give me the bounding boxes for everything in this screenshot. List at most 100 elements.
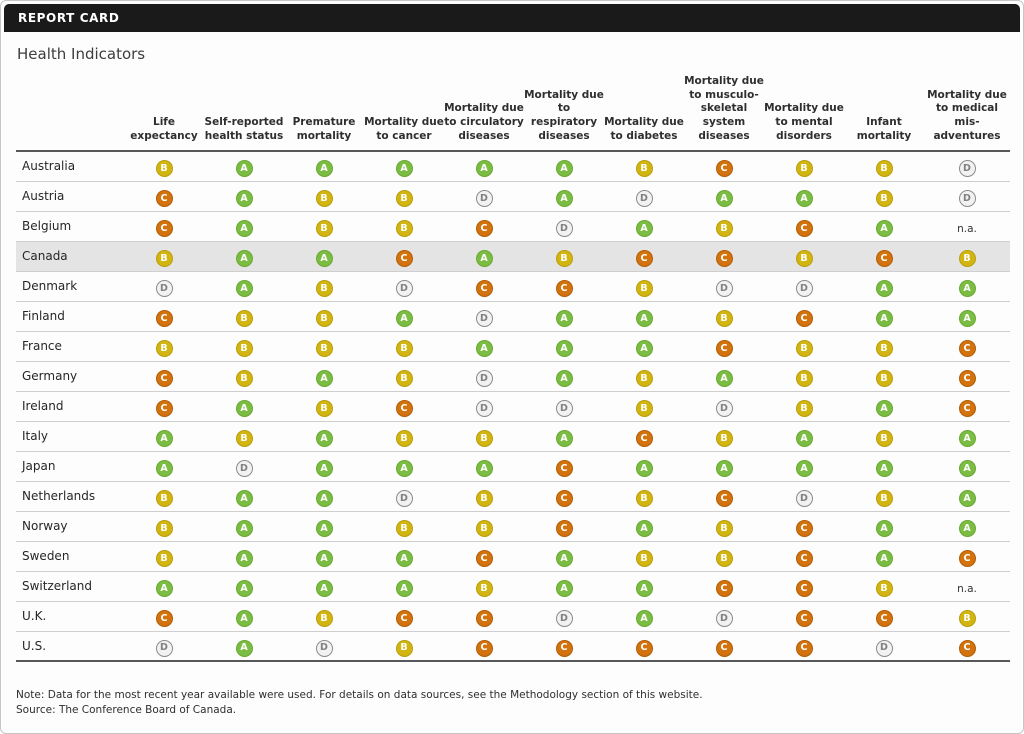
grade-badge: A [235, 549, 253, 567]
grade-cell: C [844, 601, 924, 631]
grade-cell: C [524, 451, 604, 481]
grade-badge: C [395, 609, 413, 627]
country-label: Sweden [22, 549, 70, 564]
grade-badge: D [315, 639, 333, 657]
grade-badge: B [795, 339, 813, 357]
grade-badge: A [635, 579, 653, 597]
column-header: Mortality due to mental disorders [764, 102, 844, 142]
grade-cell: A [204, 541, 284, 571]
grade-badge: A [958, 429, 976, 447]
grade-badge: B [315, 219, 333, 237]
grade-badge: A [715, 459, 733, 477]
grade-cell: C [844, 241, 924, 271]
grade-cell: B [524, 241, 604, 271]
grade-badge: A [875, 279, 893, 297]
grade-badge: B [555, 249, 573, 267]
grade-cell: C [924, 361, 1010, 391]
grade-cell: A [124, 421, 204, 451]
grade-cell: C [604, 631, 684, 661]
grade-badge: C [715, 249, 733, 267]
grade-badge: B [315, 339, 333, 357]
grade-cell: C [604, 241, 684, 271]
grade-badge: A [235, 519, 253, 537]
table-row: Japan A D A A A C A A A A A [16, 451, 1010, 482]
grade-badge: A [635, 519, 653, 537]
grade-cell: D [444, 391, 524, 421]
grade-cell: C [124, 301, 204, 331]
grade-badge: C [958, 339, 976, 357]
table-row: Germany C B A B D A B A B B C [16, 361, 1010, 392]
grade-badge: A [315, 459, 333, 477]
country-label: Germany [22, 369, 78, 384]
grade-cell: A [524, 571, 604, 601]
grade-cell: A [524, 331, 604, 361]
grade-cell: C [764, 301, 844, 331]
grade-cell: B [124, 151, 204, 181]
country-label: Australia [22, 159, 76, 174]
country-label: Italy [22, 429, 49, 444]
grade-cell: C [764, 571, 844, 601]
country-label: U.S. [22, 638, 47, 653]
grade-cell: A [764, 421, 844, 451]
grade-cell: C [444, 211, 524, 241]
grade-cell: C [364, 241, 444, 271]
column-header: Mortality due to circulatory diseases [444, 102, 524, 142]
grade-cell: A [924, 511, 1010, 541]
grade-badge: B [395, 519, 413, 537]
grade-cell: A [444, 241, 524, 271]
grade-badge: D [235, 459, 253, 477]
grade-cell: C [604, 421, 684, 451]
grade-cell: B [684, 511, 764, 541]
grade-cell: A [524, 151, 604, 181]
grade-badge: A [235, 399, 253, 417]
grade-badge: C [715, 489, 733, 507]
grade-cell: A [924, 301, 1010, 331]
grade-cell: C [524, 511, 604, 541]
grade-badge: C [795, 609, 813, 627]
grade-badge: A [395, 160, 413, 178]
grade-cell: A [524, 181, 604, 211]
grade-cell: A [604, 301, 684, 331]
grade-cell: A [284, 241, 364, 271]
grade-badge: C [155, 369, 173, 387]
grade-badge: D [555, 399, 573, 417]
grade-cell: B [204, 331, 284, 361]
grade-badge: C [475, 609, 493, 627]
grade-badge: A [795, 429, 813, 447]
grade-badge: A [555, 339, 573, 357]
grade-badge: A [958, 459, 976, 477]
grade-badge: B [875, 339, 893, 357]
grade-cell: A [844, 391, 924, 421]
grade-cell: D [444, 181, 524, 211]
grade-cell: D [524, 211, 604, 241]
grade-badge: A [635, 459, 653, 477]
grade-cell: D [364, 481, 444, 511]
grade-badge: B [958, 249, 976, 267]
grade-badge: B [875, 369, 893, 387]
grade-cell: C [444, 271, 524, 301]
grade-badge: B [155, 249, 173, 267]
grade-cell: A [284, 451, 364, 481]
grade-badge: B [235, 339, 253, 357]
table-row: Canada B A A C A B C C B C B [16, 241, 1010, 272]
grade-cell: A [604, 601, 684, 631]
country-label: Ireland [22, 399, 64, 414]
column-header: Mortality due to musculo-skeletal system… [684, 75, 764, 142]
grade-badge: B [235, 309, 253, 327]
grade-badge: B [475, 429, 493, 447]
grade-badge: A [875, 219, 893, 237]
grade-cell: C [124, 211, 204, 241]
grade-cell: A [284, 421, 364, 451]
grade-cell: A [204, 571, 284, 601]
column-header: Infant mortality [856, 115, 912, 142]
grade-cell: B [124, 481, 204, 511]
grade-badge: A [795, 459, 813, 477]
grade-badge: A [555, 369, 573, 387]
grade-badge: A [155, 429, 173, 447]
grade-cell: B [604, 151, 684, 181]
grade-badge: C [475, 639, 493, 657]
grade-badge: B [635, 489, 653, 507]
column-header: Mortality due to diabetes [604, 115, 684, 142]
